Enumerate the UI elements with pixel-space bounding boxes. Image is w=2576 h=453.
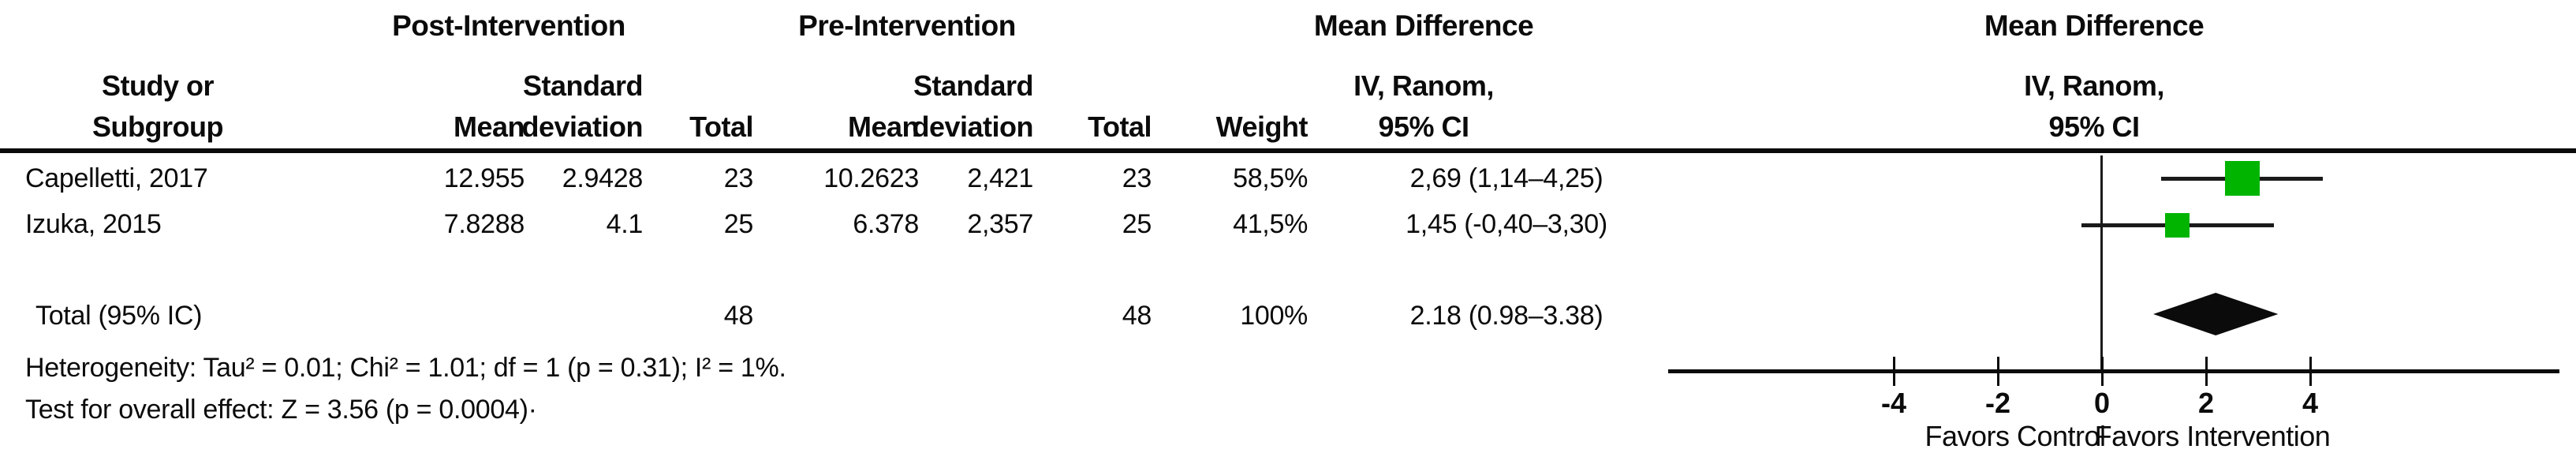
study-weight-square — [2165, 212, 2190, 238]
total-post-total: 48 — [723, 301, 754, 331]
pre-sd-value: 2,421 — [967, 163, 1033, 193]
overall-effect-note: Test for overall effect: Z = 3.56 (p = 0… — [25, 395, 537, 425]
col-header-iv-table-line1: IV, Ranom, — [1353, 69, 1494, 102]
axis-tick — [2205, 357, 2208, 386]
post-mean-value: 12.955 — [443, 163, 525, 193]
post-total-value: 23 — [723, 163, 754, 193]
zero-reference-line — [2100, 155, 2103, 371]
header-post-intervention: Post-Intervention — [392, 9, 625, 42]
heterogeneity-note: Heterogeneity: Tau² = 0.01; Chi² = 1.01;… — [25, 353, 786, 383]
total-ci-text: 2.18 (0.98–3.38) — [1409, 301, 1603, 331]
col-header-post-mean: Mean — [453, 110, 525, 143]
favors-intervention-label: Favors Intervention — [2094, 420, 2331, 452]
post-sd-value: 4.1 — [606, 209, 644, 239]
study-name: Izuka, 2015 — [25, 209, 162, 239]
pre-total-value: 25 — [1122, 209, 1152, 239]
header-pre-intervention: Pre-Intervention — [798, 9, 1016, 42]
pre-mean-value: 10.2623 — [823, 163, 919, 193]
weight-value: 41,5% — [1233, 209, 1308, 239]
x-axis-line — [1668, 369, 2559, 373]
col-header-study-line1: Study or — [101, 69, 215, 102]
study-name: Capelletti, 2017 — [25, 163, 208, 193]
pre-total-value: 23 — [1122, 163, 1152, 193]
post-total-value: 25 — [723, 209, 754, 239]
favors-control-label: Favors Control — [1925, 420, 2106, 452]
axis-tick — [1893, 357, 1895, 386]
axis-tick — [2309, 357, 2312, 386]
axis-tick-label: 0 — [2093, 387, 2111, 419]
pre-sd-value: 2,357 — [967, 209, 1033, 239]
total-label: Total (95% IC) — [35, 301, 203, 331]
weight-value: 58,5% — [1233, 163, 1308, 193]
axis-tick — [2101, 357, 2104, 386]
header-rule — [0, 148, 2576, 153]
col-header-iv-table-line2: 95% CI — [1378, 110, 1469, 143]
col-header-iv-plot-line2: 95% CI — [2048, 110, 2140, 143]
total-weight: 100% — [1240, 301, 1308, 331]
axis-tick-label: 2 — [2197, 387, 2215, 419]
header-mean-difference-table: Mean Difference — [1313, 9, 1534, 42]
ci-text: 2,69 (1,14–4,25) — [1409, 163, 1603, 193]
total-pre-total: 48 — [1122, 301, 1152, 331]
axis-tick-label: -2 — [1984, 387, 2010, 419]
col-header-post-sd-line2: deviation — [521, 110, 643, 143]
axis-tick — [1997, 357, 1999, 386]
col-header-post-total: Total — [689, 110, 753, 143]
ci-text: 1,45 (-0,40–3,30) — [1406, 209, 1607, 239]
col-header-iv-plot-line1: IV, Ranom, — [2024, 69, 2164, 102]
post-mean-value: 7.8288 — [443, 209, 525, 239]
post-sd-value: 2.9428 — [562, 163, 644, 193]
col-header-post-sd-line1: Standard — [522, 69, 644, 102]
col-header-pre-sd-line2: deviation — [912, 110, 1033, 143]
axis-tick-label: -4 — [1880, 387, 1906, 419]
col-header-pre-sd-line1: Standard — [913, 69, 1034, 102]
col-header-study-line2: Subgroup — [92, 110, 223, 143]
axis-tick-label: 4 — [2302, 387, 2319, 419]
pooled-effect-diamond — [2152, 293, 2279, 335]
col-header-pre-total: Total — [1088, 110, 1152, 143]
col-header-weight: Weight — [1215, 110, 1309, 143]
pre-mean-value: 6.378 — [853, 209, 919, 239]
col-header-pre-mean: Mean — [847, 110, 920, 143]
header-mean-difference-plot: Mean Difference — [1984, 9, 2205, 42]
study-weight-square — [2224, 161, 2260, 196]
